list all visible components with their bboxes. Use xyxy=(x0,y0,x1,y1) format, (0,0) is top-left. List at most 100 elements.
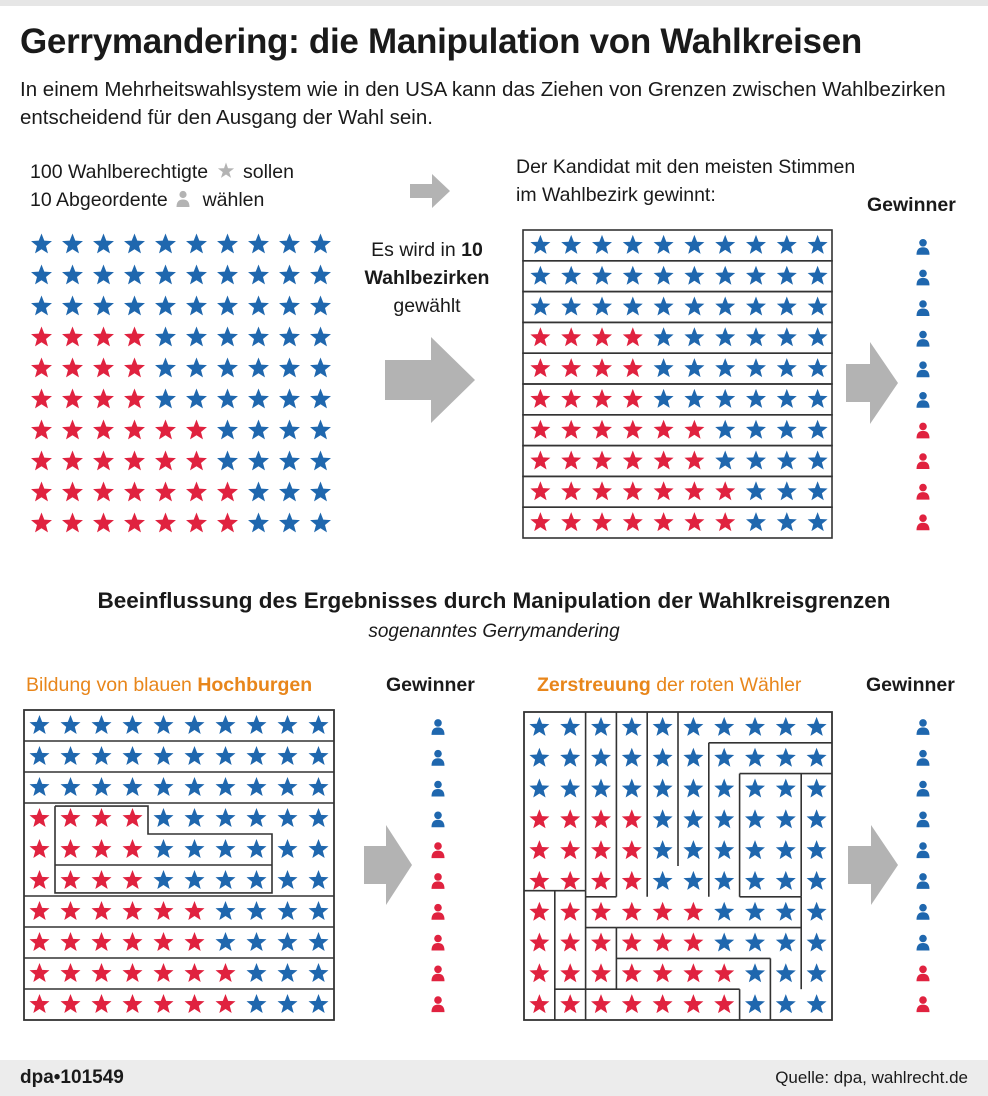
voter-star xyxy=(621,747,642,767)
section-subheading: sogenanntes Gerrymandering xyxy=(368,621,620,642)
voter-star xyxy=(807,450,828,470)
voter-star xyxy=(217,233,238,254)
voter-star xyxy=(62,264,83,285)
voter-star xyxy=(184,777,205,796)
voter-star xyxy=(775,870,796,890)
voter-star xyxy=(530,327,551,347)
voter-star xyxy=(124,264,145,285)
voter-star xyxy=(124,326,145,347)
winner-person-icon xyxy=(431,934,445,951)
voter-star xyxy=(714,963,735,983)
voter-star xyxy=(745,716,765,736)
voter-star xyxy=(184,839,205,858)
voter-star xyxy=(215,777,236,796)
winner-label: Gewinner xyxy=(867,194,956,216)
voter-star xyxy=(29,994,50,1013)
voter-star xyxy=(153,901,174,920)
voter-star xyxy=(621,809,642,829)
legend-deputies: 10 Abgeordente wählen xyxy=(30,186,264,214)
legend-voters-text: 100 Wahlberechtigte xyxy=(30,161,209,183)
winner-person-icon xyxy=(916,996,930,1013)
voter-star xyxy=(530,234,551,254)
voter-star xyxy=(684,512,705,532)
voter-star xyxy=(530,512,551,532)
voter-star xyxy=(215,839,236,858)
winner-person-icon xyxy=(916,811,930,828)
voter-star xyxy=(248,450,269,471)
voter-star xyxy=(62,233,83,254)
voter-star xyxy=(806,994,827,1014)
voter-star xyxy=(279,357,300,378)
winner-person-icon xyxy=(916,330,930,347)
voter-star xyxy=(124,450,145,471)
voter-star xyxy=(592,358,612,378)
voter-star xyxy=(217,419,238,440)
voter-star xyxy=(776,234,797,254)
voter-star xyxy=(806,716,827,736)
voter-star xyxy=(122,746,143,765)
voter-star xyxy=(746,234,766,254)
voter-star xyxy=(279,512,300,533)
voter-star xyxy=(560,963,581,983)
voter-star xyxy=(592,512,612,532)
voter-star xyxy=(775,809,796,829)
voter-star xyxy=(29,839,50,858)
voter-star xyxy=(622,358,643,378)
voter-star xyxy=(715,388,736,408)
voter-star xyxy=(775,840,796,860)
voter-star xyxy=(308,963,329,982)
voter-star xyxy=(29,963,50,982)
voter-star xyxy=(31,512,52,533)
panel-left-label: Bildung von blauen Hochburgen xyxy=(26,674,312,697)
voter-star xyxy=(310,326,331,347)
voter-star xyxy=(561,450,582,470)
winner-person-icon xyxy=(431,719,445,735)
voter-star xyxy=(592,327,612,347)
voter-star xyxy=(745,901,765,921)
top-right-caption: Der Kandidat mit den meisten Stimmen im … xyxy=(516,156,856,206)
voter-star xyxy=(308,870,329,889)
winner-person-icon xyxy=(916,453,930,469)
voter-star xyxy=(621,901,642,921)
voter-star xyxy=(684,481,705,501)
voter-star xyxy=(62,326,83,347)
legend-voters-end: sollen xyxy=(242,161,294,183)
top-bar xyxy=(0,0,988,6)
voter-star xyxy=(186,326,207,347)
voter-star xyxy=(122,777,143,796)
voter-star xyxy=(776,358,797,378)
arrow-small-icon xyxy=(410,174,450,208)
voter-star xyxy=(186,357,207,378)
voter-star xyxy=(529,716,550,736)
voter-star xyxy=(31,233,52,254)
voter-star xyxy=(683,870,704,890)
voter-star xyxy=(31,264,52,285)
voter-star xyxy=(122,715,143,734)
voter-star xyxy=(246,870,267,889)
voter-star xyxy=(29,901,50,920)
voter-star xyxy=(248,233,269,254)
winner-column xyxy=(916,719,930,1013)
voter-star xyxy=(591,778,611,798)
voter-star xyxy=(714,840,735,860)
voter-star xyxy=(622,388,643,408)
voter-star xyxy=(29,746,50,765)
voter-star xyxy=(530,450,551,470)
winner-column xyxy=(916,239,930,531)
voter-star xyxy=(248,388,269,409)
fair-districts-grid xyxy=(522,229,833,539)
voter-star xyxy=(91,901,112,920)
voter-star xyxy=(775,901,796,921)
legend-deputies-text: 10 Abgeordente xyxy=(30,189,168,211)
district-border xyxy=(23,709,335,1021)
voter-star xyxy=(715,419,736,439)
voter-star xyxy=(775,994,796,1014)
voter-star xyxy=(561,388,582,408)
voter-star xyxy=(745,747,765,767)
winner-person-icon xyxy=(431,996,445,1013)
voter-star xyxy=(684,450,705,470)
voter-star xyxy=(91,808,112,827)
footer: dpa•101549 Quelle: dpa, wahlrecht.de xyxy=(0,1060,988,1096)
voter-star xyxy=(308,994,329,1013)
voter-star xyxy=(807,512,828,532)
